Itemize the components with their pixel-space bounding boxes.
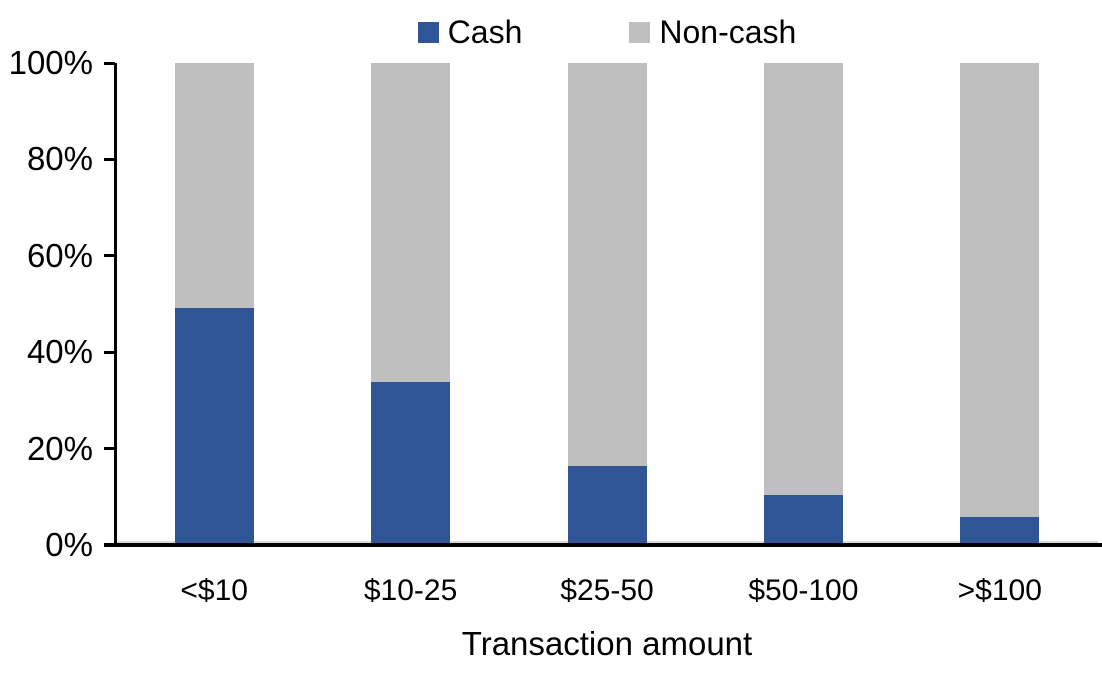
y-tick-label: 80%	[26, 140, 93, 178]
legend-swatch-icon	[417, 21, 439, 43]
bar-segment-non-cash	[371, 63, 451, 383]
y-axis-tick	[104, 254, 115, 258]
y-tick-label: 0%	[45, 526, 93, 563]
y-axis-line	[114, 63, 117, 547]
y-tick-label: 60%	[26, 236, 93, 274]
bar-segment-non-cash	[763, 63, 843, 495]
y-axis-tick	[104, 157, 115, 161]
legend-label: Cash	[447, 14, 523, 50]
x-axis-baseline	[104, 543, 1102, 547]
x-axis-title: Transaction amount	[461, 625, 753, 662]
bar-segment-cash	[960, 516, 1040, 543]
y-tick-label: 100%	[8, 44, 93, 81]
y-axis-tick	[104, 350, 115, 354]
y-tick-label: 20%	[26, 429, 93, 467]
legend-swatch-icon	[629, 21, 651, 43]
y-tick-label: 40%	[26, 333, 93, 371]
x-tick-label: >$100	[957, 574, 1042, 607]
bar-segment-cash	[174, 307, 254, 543]
y-axis-tick	[104, 61, 115, 65]
legend-item-non-cash: Non-cash	[629, 16, 796, 48]
bar-segment-cash	[567, 466, 647, 543]
x-tick-label: $50-100	[748, 574, 859, 607]
x-tick-label: $10-25	[363, 574, 458, 607]
x-tick-label: $25-50	[560, 574, 654, 607]
bar-segment-cash	[763, 495, 843, 543]
y-axis-tick	[104, 447, 115, 451]
bar-segment-non-cash	[174, 63, 254, 308]
bar-segment-non-cash	[567, 63, 647, 467]
legend: Cash Non-cash	[116, 10, 1098, 54]
legend-label: Non-cash	[659, 14, 797, 50]
legend-item-cash: Cash	[417, 14, 523, 50]
bar-segment-cash	[371, 382, 451, 543]
x-tick-label: <$10	[180, 574, 248, 607]
bar-segment-non-cash	[960, 63, 1040, 517]
